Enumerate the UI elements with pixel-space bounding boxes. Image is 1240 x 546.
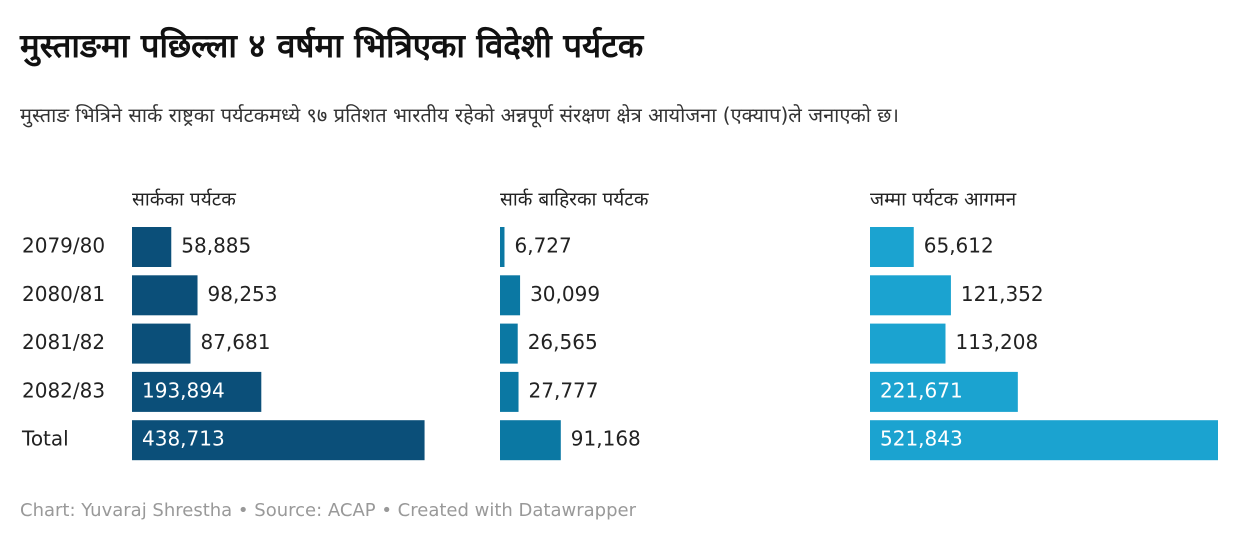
value-label: 91,168 bbox=[571, 427, 641, 451]
bar bbox=[132, 323, 191, 364]
bar bbox=[870, 420, 1218, 461]
row-label: 2079/80 bbox=[22, 234, 105, 258]
bar bbox=[870, 371, 1018, 412]
chart: 2079/80 2080/81 2081/82 2082/83 Total सार्कका… bbox=[21, 188, 1218, 461]
value-label: 521,843 bbox=[880, 427, 963, 451]
bar bbox=[870, 275, 951, 316]
bar bbox=[500, 323, 518, 364]
bar bbox=[500, 227, 505, 267]
value-label: 113,208 bbox=[955, 330, 1038, 354]
panel-header: सार्क बाहिरका पर्यटक bbox=[500, 188, 649, 211]
bar bbox=[870, 323, 946, 364]
value-label: 65,612 bbox=[924, 234, 994, 258]
value-label: 121,352 bbox=[961, 282, 1044, 306]
value-label: 221,671 bbox=[880, 378, 963, 402]
panel-header: जम्मा पर्यटक आगमन bbox=[870, 188, 1017, 211]
value-label: 27,777 bbox=[529, 378, 599, 402]
bar bbox=[500, 371, 519, 412]
bar bbox=[132, 227, 172, 267]
value-label: 58,885 bbox=[181, 234, 251, 258]
panel-header: सार्कका पर्यटक bbox=[132, 188, 236, 211]
row-label: 2081/82 bbox=[22, 330, 105, 354]
chart-subtitle: मुस्ताङ भित्रिने सार्क राष्ट्रका पर्यटकम… bbox=[20, 103, 899, 127]
bar bbox=[132, 371, 262, 412]
row-label: 2080/81 bbox=[22, 282, 105, 306]
value-label: 98,253 bbox=[208, 282, 278, 306]
bar bbox=[500, 420, 561, 461]
bar bbox=[500, 275, 521, 316]
row-label: 2082/83 bbox=[22, 378, 105, 402]
value-label: 6,727 bbox=[514, 234, 571, 258]
value-label: 87,681 bbox=[200, 330, 270, 354]
chart-footer: Chart: Yuvaraj Shrestha • Source: ACAP •… bbox=[20, 500, 636, 521]
chart-title: मुस्ताङमा पछिल्ला ४ वर्षमा भित्रिएका विद… bbox=[20, 26, 644, 65]
value-label: 26,565 bbox=[528, 330, 598, 354]
value-label: 193,894 bbox=[142, 378, 225, 402]
bar bbox=[870, 227, 914, 267]
value-label: 30,099 bbox=[530, 282, 600, 306]
row-label: Total bbox=[21, 427, 69, 451]
bar bbox=[132, 420, 425, 461]
value-label: 438,713 bbox=[142, 427, 225, 451]
bar bbox=[132, 275, 198, 316]
